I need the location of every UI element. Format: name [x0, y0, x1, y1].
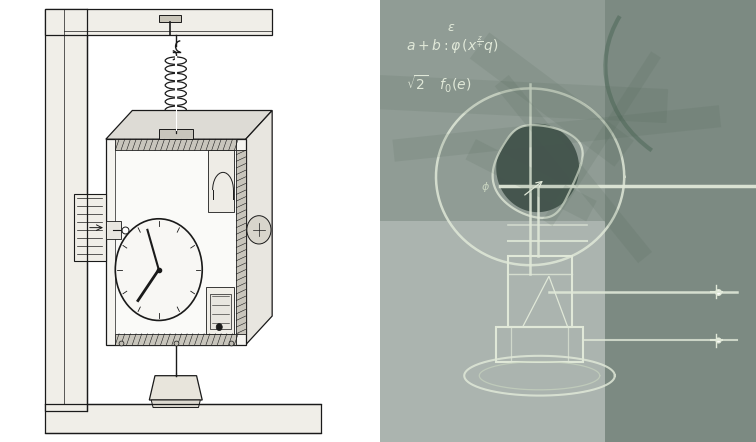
- Circle shape: [116, 219, 203, 320]
- Text: $a+b:\varphi\,(x^{\frac{z}{+}}q)$: $a+b:\varphi\,(x^{\frac{z}{+}}q)$: [406, 34, 498, 56]
- Polygon shape: [106, 139, 246, 345]
- Polygon shape: [496, 124, 579, 212]
- Polygon shape: [115, 139, 236, 150]
- Polygon shape: [45, 9, 87, 411]
- Text: $\epsilon$: $\epsilon$: [448, 21, 456, 34]
- Polygon shape: [45, 404, 321, 433]
- Polygon shape: [106, 110, 272, 139]
- Polygon shape: [210, 294, 231, 329]
- Polygon shape: [236, 150, 246, 334]
- Polygon shape: [206, 287, 234, 334]
- Bar: [606, 0, 756, 442]
- Polygon shape: [159, 15, 181, 22]
- Polygon shape: [106, 221, 121, 239]
- Polygon shape: [74, 194, 106, 261]
- Polygon shape: [151, 400, 200, 408]
- Circle shape: [246, 216, 271, 244]
- Polygon shape: [115, 150, 236, 334]
- Text: $\sqrt{2}\quad f_0(e)$: $\sqrt{2}\quad f_0(e)$: [406, 74, 471, 95]
- Text: $\phi$: $\phi$: [481, 180, 490, 194]
- Polygon shape: [208, 150, 234, 212]
- Circle shape: [216, 324, 222, 331]
- Polygon shape: [150, 376, 203, 400]
- Polygon shape: [246, 110, 272, 345]
- Bar: [380, 0, 606, 221]
- Polygon shape: [45, 9, 272, 35]
- Polygon shape: [115, 334, 236, 345]
- Polygon shape: [159, 129, 193, 139]
